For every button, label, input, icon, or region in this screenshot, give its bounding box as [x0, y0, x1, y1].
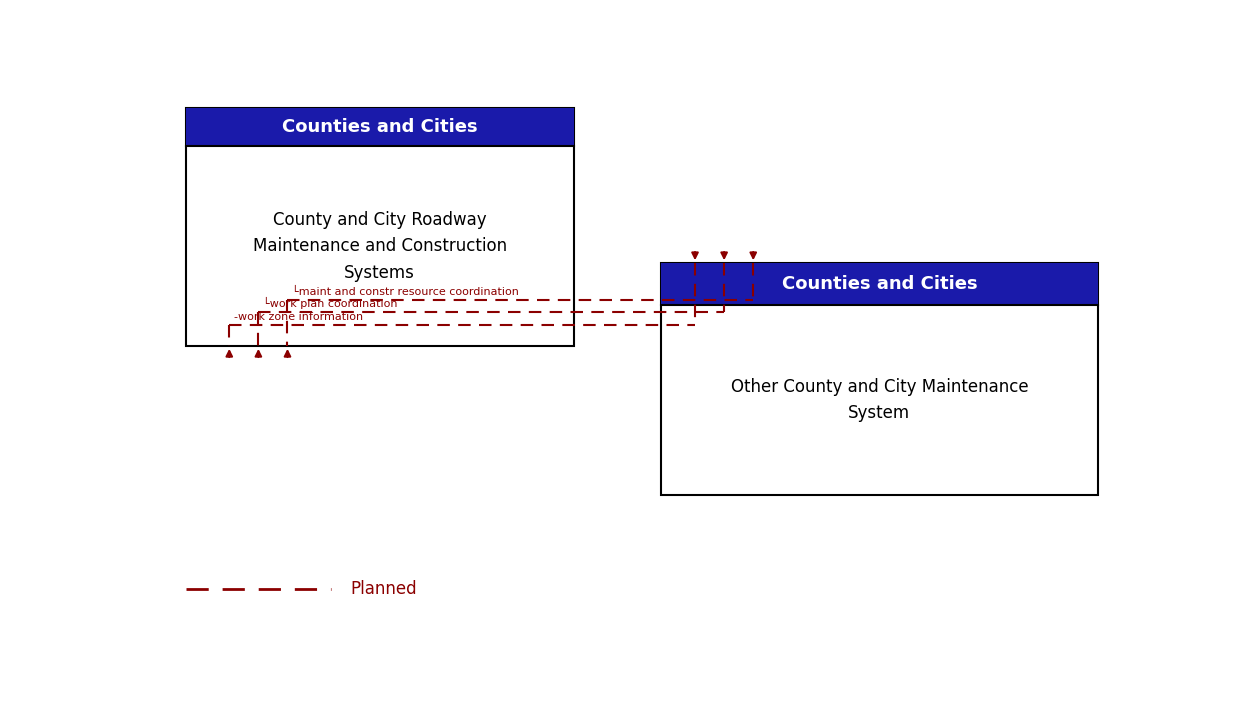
Bar — [661, 263, 1098, 495]
Text: Other County and City Maintenance
System: Other County and City Maintenance System — [731, 378, 1028, 422]
Text: Counties and Cities: Counties and Cities — [282, 118, 477, 136]
Text: County and City Roadway
Maintenance and Construction
Systems: County and City Roadway Maintenance and … — [253, 211, 507, 281]
Text: └work plan coordination: └work plan coordination — [263, 297, 398, 309]
Text: Counties and Cities: Counties and Cities — [781, 275, 977, 293]
Text: -work zone information: -work zone information — [234, 312, 363, 322]
Bar — [185, 108, 573, 146]
Bar — [661, 263, 1098, 305]
Text: └maint and constr resource coordination: └maint and constr resource coordination — [292, 286, 520, 297]
Bar — [185, 108, 573, 346]
Text: Planned: Planned — [351, 580, 417, 598]
